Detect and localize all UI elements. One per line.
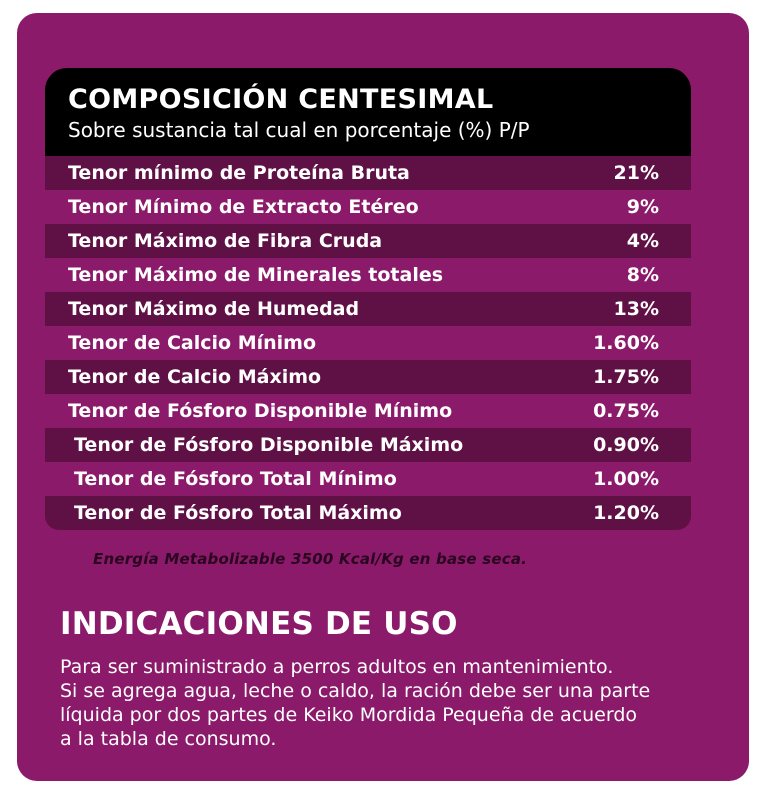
table-row: Tenor de Fósforo Total Mínimo 1.00%	[45, 462, 691, 496]
row-label: Tenor Máximo de Humedad	[68, 298, 360, 320]
table-row: Tenor de Fósforo Total Máximo 1.20%	[45, 496, 691, 530]
row-label: Tenor Mínimo de Extracto Etéreo	[68, 196, 419, 218]
energy-note: Energía Metabolizable 3500 Kcal/Kg en ba…	[93, 550, 528, 568]
usage-line: a la tabla de consumo.	[60, 728, 277, 750]
composition-table: COMPOSICIÓN CENTESIMAL Sobre sustancia t…	[45, 68, 691, 530]
row-label: Tenor de Calcio Máximo	[68, 366, 322, 388]
row-value: 1.20%	[593, 502, 659, 524]
table-row: Tenor mínimo de Proteína Bruta 21%	[45, 156, 691, 190]
row-label: Tenor de Fósforo Disponible Máximo	[74, 434, 464, 456]
table-row: Tenor de Fósforo Disponible Mínimo 0.75%	[45, 394, 691, 428]
usage-text: Para ser suministrado a perros adultos e…	[60, 655, 730, 751]
table-row: Tenor de Calcio Máximo 1.75%	[45, 360, 691, 394]
row-label: Tenor de Fósforo Total Máximo	[74, 502, 402, 524]
row-value: 13%	[613, 298, 659, 320]
usage-line: Para ser suministrado a perros adultos e…	[60, 656, 614, 678]
row-value: 1.00%	[593, 468, 659, 490]
table-row: Tenor Máximo de Fibra Cruda 4%	[45, 224, 691, 258]
row-value: 0.75%	[593, 400, 659, 422]
composition-header: COMPOSICIÓN CENTESIMAL Sobre sustancia t…	[45, 68, 691, 156]
row-label: Tenor de Fósforo Total Mínimo	[74, 468, 397, 490]
table-row: Tenor Máximo de Minerales totales 8%	[45, 258, 691, 292]
row-value: 0.90%	[593, 434, 659, 456]
usage-line: líquida por dos partes de Keiko Mordida …	[60, 704, 638, 726]
table-row: Tenor Mínimo de Extracto Etéreo 9%	[45, 190, 691, 224]
row-value: 8%	[626, 264, 659, 286]
row-label: Tenor de Calcio Mínimo	[68, 332, 317, 354]
row-value: 1.60%	[593, 332, 659, 354]
composition-subtitle: Sobre sustancia tal cual en porcentaje (…	[68, 118, 530, 142]
row-value: 1.75%	[593, 366, 659, 388]
row-label: Tenor Máximo de Fibra Cruda	[68, 230, 383, 252]
table-row: Tenor de Fósforo Disponible Máximo 0.90%	[45, 428, 691, 462]
row-value: 9%	[626, 196, 659, 218]
row-label: Tenor mínimo de Proteína Bruta	[68, 162, 410, 184]
usage-title: INDICACIONES DE USO	[60, 606, 458, 642]
usage-line: Si se agrega agua, leche o caldo, la rac…	[60, 680, 651, 702]
row-value: 21%	[613, 162, 659, 184]
table-row: Tenor Máximo de Humedad 13%	[45, 292, 691, 326]
row-label: Tenor Máximo de Minerales totales	[68, 264, 444, 286]
composition-title: COMPOSICIÓN CENTESIMAL	[68, 84, 494, 115]
table-row: Tenor de Calcio Mínimo 1.60%	[45, 326, 691, 360]
row-value: 4%	[626, 230, 659, 252]
row-label: Tenor de Fósforo Disponible Mínimo	[68, 400, 453, 422]
